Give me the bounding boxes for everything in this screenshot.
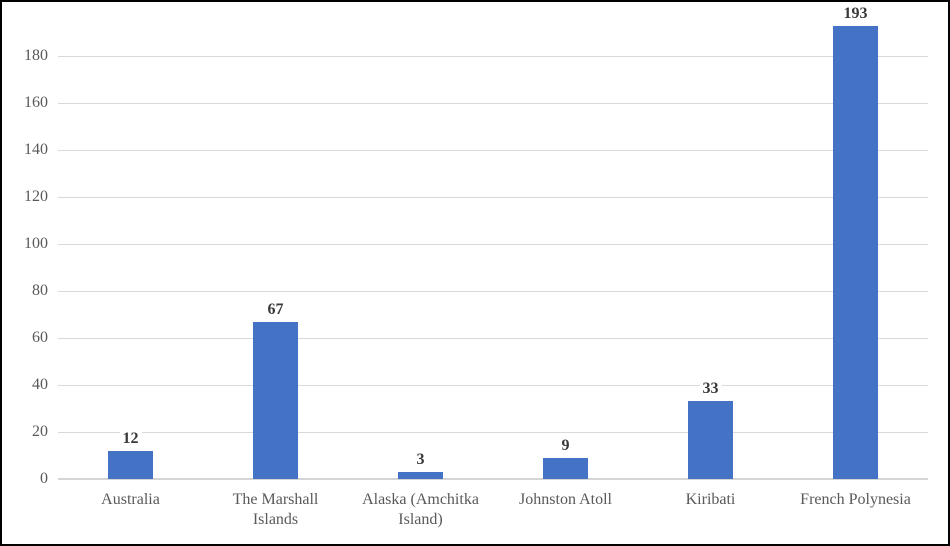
x-category-label: Australia bbox=[101, 491, 160, 508]
bar-johnston-atoll bbox=[543, 457, 588, 479]
y-tick-label: 160 bbox=[24, 94, 48, 112]
x-category-label: The Marshall Islands bbox=[232, 491, 319, 528]
x-category-label: Kiribati bbox=[685, 491, 736, 508]
y-tick-label: 100 bbox=[24, 235, 48, 253]
bar-alaska-amchitka-island bbox=[398, 471, 443, 479]
gridline bbox=[58, 196, 928, 198]
y-tick-label: 20 bbox=[32, 423, 48, 440]
x-category-label: French Polynesia bbox=[800, 491, 911, 508]
plot-area: 12 Australia 67 The Marshall Islands 3 Alaska… bbox=[58, 2, 928, 528]
x-category-label: Johnston Atoll bbox=[519, 491, 612, 508]
y-tick-label: 120 bbox=[24, 188, 48, 206]
gridline bbox=[58, 337, 928, 339]
y-tick-label: 180 bbox=[24, 47, 48, 65]
bar-value-label: 12 bbox=[58, 429, 203, 448]
gridline bbox=[58, 149, 928, 151]
gridline bbox=[58, 55, 928, 57]
bar-value-label: 33 bbox=[638, 380, 783, 398]
gridline bbox=[58, 431, 928, 433]
bar-the-marshall-islands bbox=[253, 321, 298, 479]
gridline bbox=[58, 290, 928, 292]
bar-value-label: 3 bbox=[348, 450, 493, 469]
bar-value-label: 9 bbox=[493, 436, 638, 455]
y-tick-label: 60 bbox=[32, 329, 48, 346]
bar-value-label: 67 bbox=[203, 300, 348, 319]
bar-french-polynesia bbox=[833, 25, 878, 479]
bar-australia bbox=[108, 450, 153, 479]
gridline bbox=[58, 384, 928, 386]
bar-kiribati bbox=[688, 401, 733, 479]
y-tick-label: 140 bbox=[24, 141, 48, 159]
y-tick-label: 80 bbox=[32, 282, 48, 300]
gridline bbox=[58, 243, 928, 245]
y-tick-label: 40 bbox=[32, 376, 48, 393]
y-tick-label: 0 bbox=[40, 470, 48, 487]
x-axis-line bbox=[58, 478, 928, 480]
gridline bbox=[58, 102, 928, 104]
x-category-label: Alaska (Amchitka Island) bbox=[362, 491, 479, 528]
bar-value-label: 193 bbox=[783, 4, 928, 23]
